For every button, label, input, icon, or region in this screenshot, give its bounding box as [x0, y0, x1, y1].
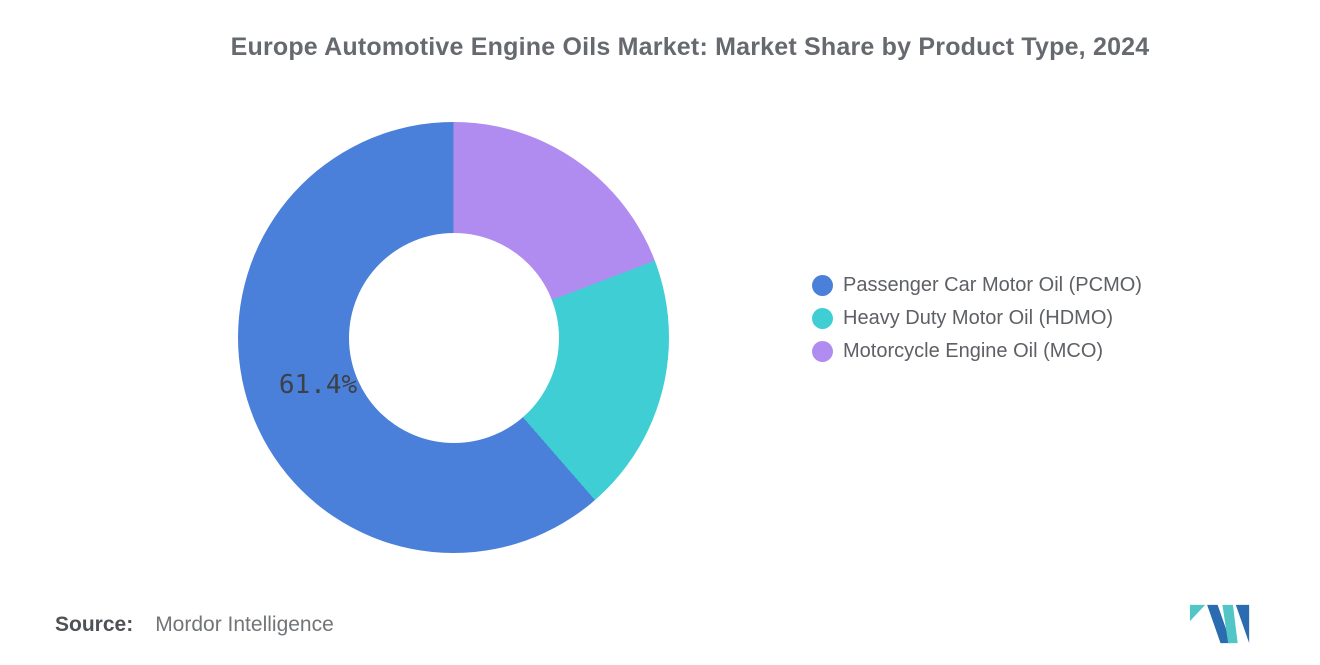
- legend-item-hdmo: Heavy Duty Motor Oil (HDMO): [812, 307, 1142, 329]
- logo-shape-teal-left: [1189, 604, 1206, 622]
- mordor-intelligence-logo: [1189, 604, 1250, 644]
- donut-segment-label: 61.4%: [278, 370, 358, 400]
- legend-swatch: [812, 274, 833, 296]
- logo-shape-blue-right: [1235, 604, 1250, 644]
- donut-chart: 61.4%: [238, 122, 669, 553]
- legend-label: Motorcycle Engine Oil (MCO): [843, 339, 1104, 362]
- logo-shape-teal-mid: [1222, 604, 1238, 644]
- page-title: Europe Automotive Engine Oils Market: Ma…: [230, 33, 1150, 61]
- legend-label: Passenger Car Motor Oil (PCMO): [843, 273, 1142, 296]
- legend-swatch: [812, 307, 833, 329]
- legend-item-pcmo: Passenger Car Motor Oil (PCMO): [812, 274, 1142, 296]
- legend-swatch: [812, 340, 833, 362]
- source-row: Source: Mordor Intelligence: [55, 613, 334, 637]
- legend: Passenger Car Motor Oil (PCMO) Heavy Dut…: [812, 274, 1142, 373]
- legend-label: Heavy Duty Motor Oil (HDMO): [843, 306, 1114, 329]
- donut-hole: [348, 232, 559, 443]
- source-label: Source:: [55, 613, 134, 636]
- legend-item-mco: Motorcycle Engine Oil (MCO): [812, 340, 1142, 362]
- logo-shape-blue-diagonal: [1207, 604, 1232, 644]
- source-value: Mordor Intelligence: [155, 613, 334, 636]
